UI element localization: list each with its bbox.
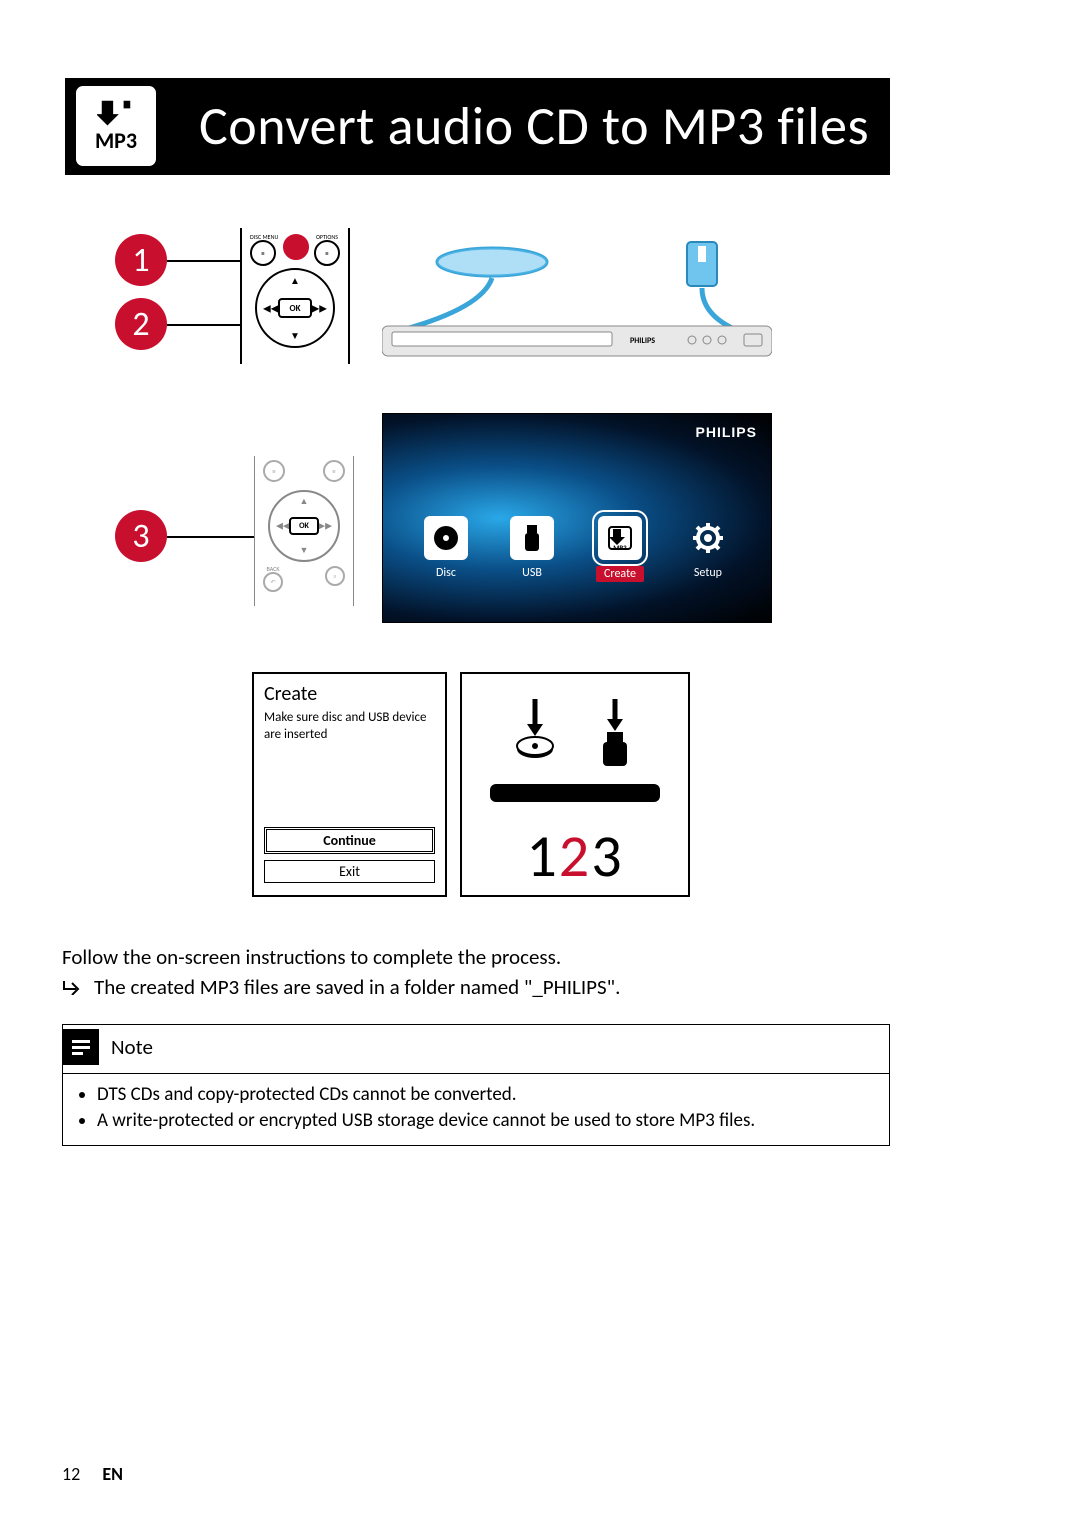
disc-icon — [424, 516, 468, 560]
tv-menu-label: Disc — [436, 566, 456, 580]
options-button-icon: ≡ — [314, 240, 340, 266]
header-divider — [65, 174, 890, 175]
step-3-badge: 3 — [115, 510, 167, 562]
remote-control-diagram-1: DISC MENU ≡ OPTIONS ≡ ▲ ▼ ◀◀ ▶▶ OK — [240, 228, 350, 364]
tv-menu-label: USB — [522, 566, 542, 580]
standby-button-icon — [283, 234, 309, 260]
step-123-label: 123 — [526, 820, 623, 893]
page-header: MP3 Convert audio CD to MP3 files — [65, 78, 890, 174]
nav-pad-icon: ▲ ▼ ◀◀ ▶▶ OK — [255, 268, 335, 348]
step-2-badge: 2 — [115, 298, 167, 350]
mp3-badge: MP3 — [73, 83, 159, 169]
tv-menu-disc: Disc — [424, 516, 468, 582]
connector-2 — [167, 324, 242, 326]
note-item: A write-protected or encrypted USB stora… — [97, 1108, 875, 1134]
aux-button-icon: ≡ — [325, 566, 345, 586]
tv-menu-create: MP3 Create — [596, 516, 644, 582]
exit-button[interactable]: Exit — [264, 860, 435, 883]
cd-usb-icon — [490, 694, 660, 774]
page-title: Convert audio CD to MP3 files — [199, 93, 869, 159]
language-label: EN — [102, 1463, 123, 1485]
create-dialog-title: Create — [264, 682, 435, 706]
tv-menu-usb: USB — [510, 516, 554, 582]
svg-text:MP3: MP3 — [613, 543, 627, 552]
note-box: Note DTS CDs and copy-protected CDs cann… — [62, 1024, 890, 1146]
player-slot-icon — [490, 784, 660, 802]
disc-menu-label: DISC MENU — [250, 234, 278, 240]
sub-instruction: The created MP3 files are saved in a fol… — [62, 974, 890, 1000]
tv-screen: PHILIPS Disc USB MP3 Create Setup — [382, 413, 772, 623]
create-dialog: Create Make sure disc and USB device are… — [252, 672, 447, 897]
sub-instruction-text: The created MP3 files are saved in a fol… — [94, 974, 620, 1000]
back-label: BACK — [263, 566, 283, 572]
usb-icon — [510, 516, 554, 560]
nav-pad-icon: ▲ ▼ ◀◀ ▶▶ OK — [268, 490, 340, 562]
connector-1 — [167, 260, 242, 262]
page-footer: 12 EN — [62, 1463, 123, 1485]
dvd-player-diagram: PHILIPS — [382, 232, 772, 362]
mp3-create-icon: MP3 — [598, 516, 642, 560]
step-1-badge: 1 — [115, 234, 167, 286]
options-button-icon: ≡ — [323, 460, 345, 482]
disc-menu-button-icon: ≡ — [250, 240, 276, 266]
tv-menu: Disc USB MP3 Create Setup — [383, 516, 771, 582]
ok-button-label: OK — [289, 517, 319, 535]
continue-button[interactable]: Continue — [264, 827, 435, 854]
tv-brand-label: PHILIPS — [696, 424, 757, 440]
tv-menu-setup: Setup — [686, 516, 730, 582]
note-item: DTS CDs and copy-protected CDs cannot be… — [97, 1082, 875, 1108]
instruction-text: Follow the on-screen instructions to com… — [62, 944, 890, 970]
result-arrow-icon — [62, 979, 84, 995]
tv-menu-label: Create — [596, 566, 644, 582]
mp3-badge-label: MP3 — [95, 130, 137, 152]
back-button-icon: ↶ — [263, 572, 283, 592]
gear-icon — [686, 516, 730, 560]
remote-control-diagram-2: ≡ ≡ ▲ ▼ ◀◀ ▶▶ OK BACK ↶ ≡ — [254, 456, 354, 606]
page-number: 12 — [62, 1463, 80, 1485]
note-heading: Note — [111, 1034, 153, 1060]
insert-diagram: 123 — [460, 672, 690, 897]
note-icon — [63, 1029, 99, 1065]
tv-menu-label: Setup — [694, 566, 722, 580]
connector-3 — [167, 536, 255, 538]
ok-button-label: OK — [278, 298, 312, 318]
player-brand-label: PHILIPS — [630, 336, 655, 346]
note-list: DTS CDs and copy-protected CDs cannot be… — [63, 1074, 889, 1145]
menu-button-icon: ≡ — [263, 460, 285, 482]
options-label: OPTIONS — [314, 234, 340, 240]
create-dialog-message: Make sure disc and USB device are insert… — [264, 710, 435, 744]
